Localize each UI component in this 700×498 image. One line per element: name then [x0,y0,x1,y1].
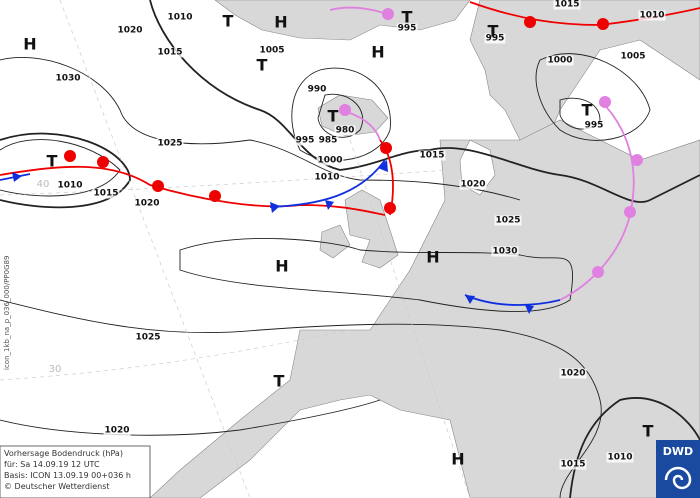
label-bg [418,150,446,161]
label-bg [56,180,84,191]
label-bg [606,452,634,463]
isobar-label: 1020 [460,180,485,190]
label-bg [638,10,666,21]
pressure-center: T [643,422,654,441]
isobar-label: 1030 [492,247,517,257]
isobar-label: 1010 [167,13,192,23]
isobar-label: 1015 [560,460,585,470]
label-bg [553,0,581,10]
label-bg [459,179,487,190]
label-bg [316,155,344,166]
pressure-center: T [402,8,413,27]
isobar-label: 1015 [157,48,182,58]
label-bg [116,25,144,36]
label-bg [294,135,316,146]
isobar-label: 1000 [547,56,572,66]
isobar-label: 1005 [620,52,645,62]
legend-credit: © Deutscher Wetterdienst [4,482,110,491]
isobar-label: 1020 [560,369,585,379]
label-bg [156,47,184,58]
label-bg [156,138,184,149]
isobar-label: 1010 [57,181,82,191]
label-bg [484,33,506,44]
isobar-label: 980 [336,126,355,136]
label-bg [559,368,587,379]
pressure-center: H [274,13,287,32]
pressure-center: H [275,257,288,276]
logo-text: DWD [663,445,693,458]
isobar-label: 1005 [259,46,284,56]
pressure-center: H [451,450,464,469]
labels: 1010 1020 1015 1005 995 995 1015 1010 1005 1000 10… [23,0,666,470]
label-bg [92,188,120,199]
latitude-label: 40 [37,179,50,190]
isobar-label: 1000 [317,156,342,166]
isobar-label: 995 [398,24,417,34]
pressure-center: H [426,248,439,267]
label-bg [317,135,339,146]
pressure-center: T [257,56,268,75]
pressure-center: T [582,101,593,120]
pressure-center: T [223,12,234,31]
isobar-label: 1025 [495,216,520,226]
label-bg [258,45,286,56]
legend-box: Vorhersage Bodendruck (hPa) für: Sa 14.0… [0,445,151,498]
label-bg [313,172,341,183]
isobar-label: 995 [296,136,315,146]
isobar-label: 1020 [134,199,159,209]
legend-basis: Basis: ICON 13.09.19 00+036 h [4,471,131,480]
isobar-label: 1030 [55,74,80,84]
isobar-label: 1015 [554,0,579,10]
logo: DWD [656,440,700,498]
isobar-label: 1015 [419,151,444,161]
graticule [0,0,471,498]
latitude-label: 30 [49,364,62,375]
label-bg [559,459,587,470]
pressure-center: T [488,22,499,41]
legend-title: Vorhersage Bodendruck (hPa) [4,449,123,458]
isobar-label: 1010 [607,453,632,463]
pressure-center: T [328,107,339,126]
isobar-label: 1015 [93,189,118,199]
isobar-label: 1010 [639,11,664,21]
isobar-label: 1020 [117,26,142,36]
label-bg [133,198,161,209]
front-symbols [12,8,643,314]
pressure-center: H [371,43,384,62]
label-bg [396,23,418,34]
label-bg [103,425,131,436]
label-bg [134,332,162,343]
isobar-label: 1020 [104,426,129,436]
isobar-label: 1025 [157,139,182,149]
isobar-label: 1025 [135,333,160,343]
label-bg [494,215,522,226]
pressure-center: T [47,152,58,171]
pressure-center: H [23,35,36,54]
label-bg [334,125,356,136]
isobar-label: 995 [585,121,604,131]
isobar-label: 995 [486,34,505,44]
label-bg [306,84,328,95]
isobar-label: 1010 [314,173,339,183]
legend-valid: für: Sa 14.09.19 12 UTC [4,460,100,469]
pressure-center: T [274,372,285,391]
label-bg [166,12,194,23]
isobar-label: 985 [319,136,338,146]
isobar-label: 990 [308,85,327,95]
label-bg [546,55,574,66]
label-bg [583,120,605,131]
side-text: icon_1kb_na_p_036_000/PP0G89 [3,256,11,370]
label-bg [619,51,647,62]
label-bg [491,246,519,257]
label-bg [54,73,82,84]
land [149,0,700,498]
